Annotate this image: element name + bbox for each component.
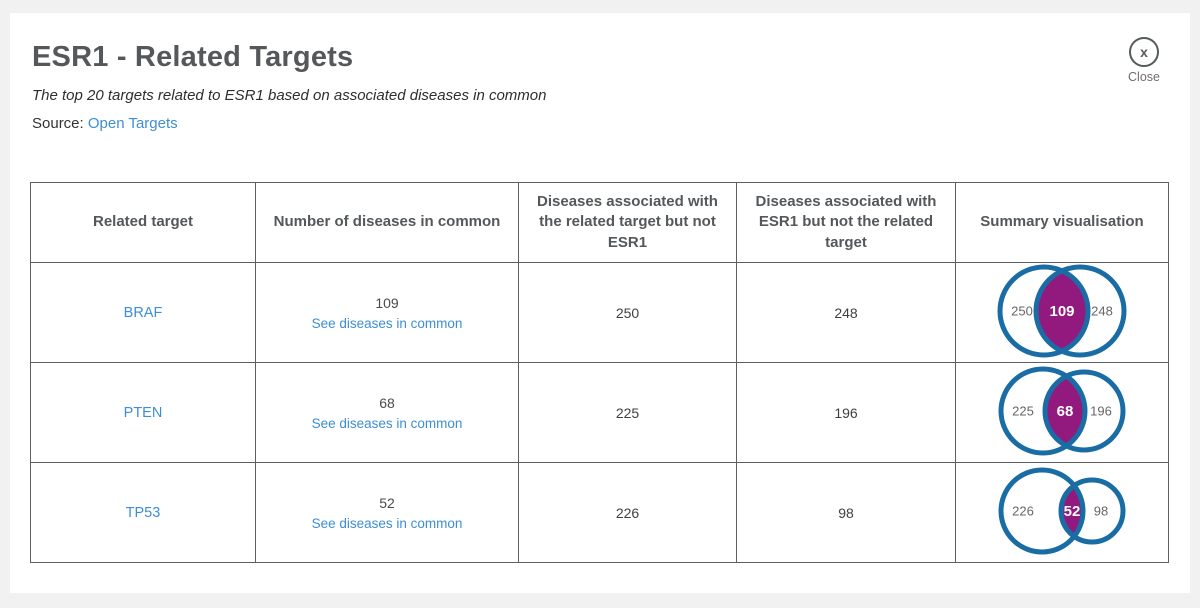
cell-target: BRAF xyxy=(30,262,256,363)
close-icon[interactable]: x xyxy=(1129,37,1159,67)
svg-text:225: 225 xyxy=(1012,404,1034,419)
table-row: BRAF 109 See diseases in common 250 248 … xyxy=(30,262,1169,363)
open-targets-link[interactable]: Open Targets xyxy=(87,115,178,132)
page-subtitle: The top 20 targets related to ESR1 based… xyxy=(32,87,547,104)
cell-esr1-only: 98 xyxy=(736,462,956,563)
cell-summary: 225 68 196 xyxy=(955,362,1169,463)
cell-common: 109 See diseases in common xyxy=(255,262,519,363)
svg-text:196: 196 xyxy=(1090,404,1112,419)
source-line: Source: Open Targets xyxy=(32,115,178,132)
cell-common: 52 See diseases in common xyxy=(255,462,519,563)
related-targets-table: Related target Number of diseases in com… xyxy=(30,182,1169,563)
svg-text:68: 68 xyxy=(1057,403,1074,420)
venn-diagram: 225 68 196 xyxy=(967,363,1157,459)
cell-target: PTEN xyxy=(30,362,256,463)
see-diseases-link[interactable]: See diseases in common xyxy=(311,515,463,531)
see-diseases-link[interactable]: See diseases in common xyxy=(311,415,463,431)
table-header-row: Related target Number of diseases in com… xyxy=(30,182,1169,263)
table-row: TP53 52 See diseases in common 226 98 22… xyxy=(30,462,1169,563)
col-header-esr1-not-related: Diseases associated with ESR1 but not th… xyxy=(736,182,956,263)
target-link[interactable]: TP53 xyxy=(125,505,161,521)
cell-target: TP53 xyxy=(30,462,256,563)
cell-esr1-only: 248 xyxy=(736,262,956,363)
related-targets-modal: ESR1 - Related Targets The top 20 target… xyxy=(10,13,1190,593)
svg-text:98: 98 xyxy=(1094,504,1108,519)
common-count: 68 xyxy=(379,394,395,411)
common-count: 109 xyxy=(375,294,399,311)
svg-text:109: 109 xyxy=(1049,303,1074,320)
venn-diagram: 226 52 98 xyxy=(967,463,1157,559)
table-row: PTEN 68 See diseases in common 225 196 2… xyxy=(30,362,1169,463)
col-header-num-common: Number of diseases in common xyxy=(255,182,519,263)
cell-related-only: 225 xyxy=(518,362,737,463)
col-header-related-not-esr1: Diseases associated with the related tar… xyxy=(518,182,737,263)
source-label: Source: xyxy=(32,115,84,132)
target-link[interactable]: BRAF xyxy=(123,305,163,321)
cell-summary: 226 52 98 xyxy=(955,462,1169,563)
related-targets-table-wrap: Related target Number of diseases in com… xyxy=(30,182,1169,563)
svg-text:248: 248 xyxy=(1091,304,1113,319)
cell-related-only: 250 xyxy=(518,262,737,363)
svg-text:52: 52 xyxy=(1064,503,1081,520)
close-button[interactable]: x Close xyxy=(1114,37,1174,84)
common-count: 52 xyxy=(379,494,395,511)
see-diseases-link[interactable]: See diseases in common xyxy=(311,315,463,331)
venn-diagram: 250 109 248 xyxy=(967,263,1157,359)
cell-related-only: 226 xyxy=(518,462,737,563)
page-title: ESR1 - Related Targets xyxy=(32,41,354,73)
cell-common: 68 See diseases in common xyxy=(255,362,519,463)
svg-text:250: 250 xyxy=(1011,304,1033,319)
col-header-summary: Summary visualisation xyxy=(955,182,1169,263)
cell-esr1-only: 196 xyxy=(736,362,956,463)
svg-text:226: 226 xyxy=(1012,504,1034,519)
target-link[interactable]: PTEN xyxy=(123,405,163,421)
cell-summary: 250 109 248 xyxy=(955,262,1169,363)
col-header-related-target: Related target xyxy=(30,182,256,263)
close-label: Close xyxy=(1128,70,1160,84)
